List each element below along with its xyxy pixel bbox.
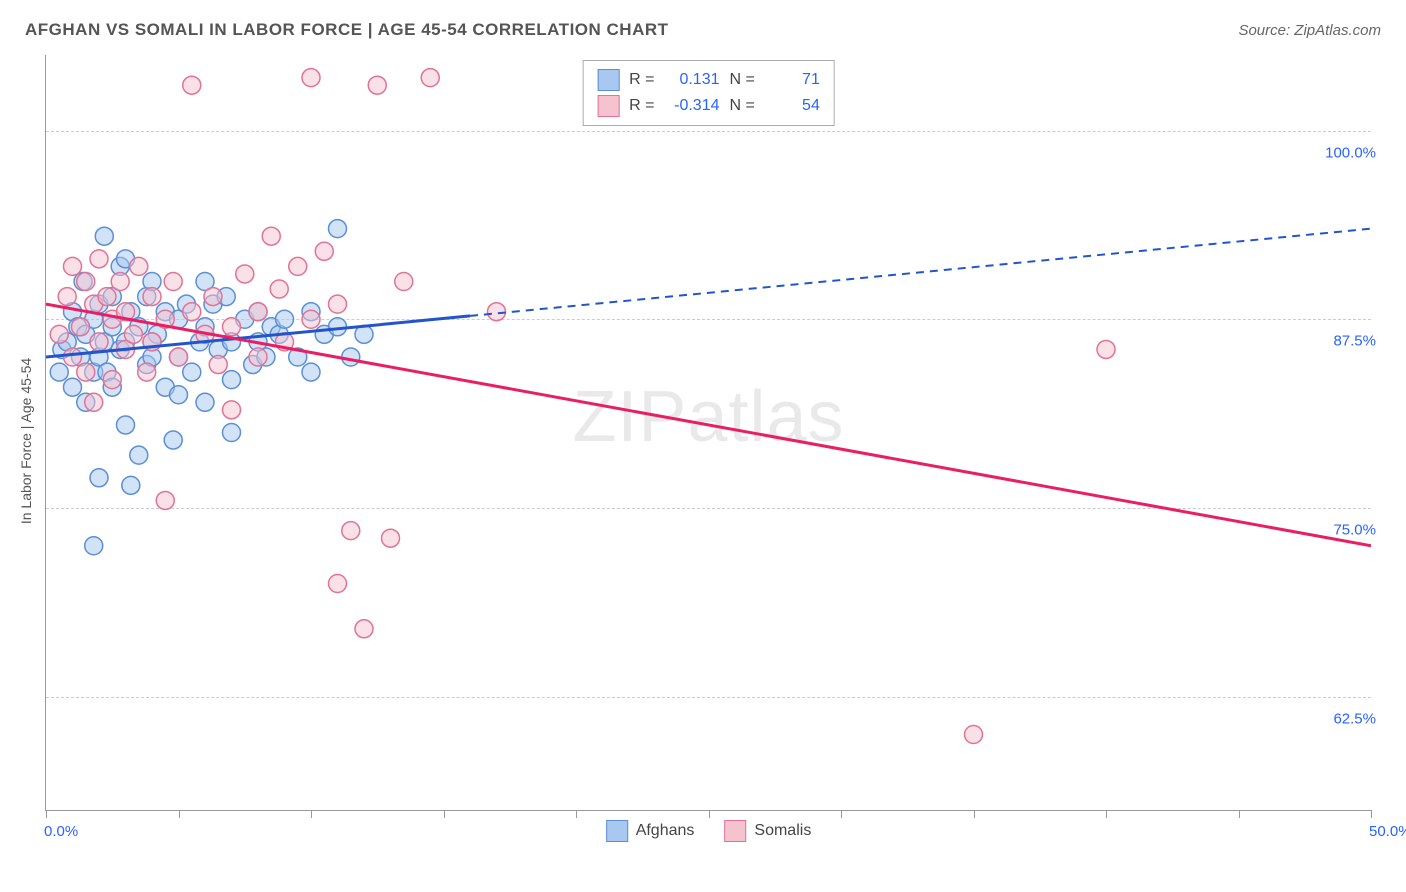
chart-title: AFGHAN VS SOMALI IN LABOR FORCE | AGE 45…	[25, 20, 669, 40]
legend-item-somalis: Somalis	[724, 820, 811, 842]
n-value-afghans: 71	[765, 71, 820, 89]
swatch-somalis-icon	[724, 820, 746, 842]
n-label: N =	[730, 97, 755, 115]
x-tick	[1106, 810, 1107, 818]
legend-item-afghans: Afghans	[606, 820, 695, 842]
r-label: R =	[629, 71, 654, 89]
r-value-afghans: 0.131	[665, 71, 720, 89]
x-tick	[709, 810, 710, 818]
x-tick	[179, 810, 180, 818]
r-value-somalis: -0.314	[665, 97, 720, 115]
y-tick-label: 100.0%	[1325, 144, 1376, 161]
n-label: N =	[730, 71, 755, 89]
scatter-plot-svg	[46, 55, 1371, 810]
n-value-somalis: 54	[765, 97, 820, 115]
chart-plot-area: In Labor Force | Age 45-54 ZIPatlas R = …	[45, 55, 1371, 811]
bottom-legend: Afghans Somalis	[606, 820, 812, 842]
stats-legend-box: R = 0.131 N = 71 R = -0.314 N = 54	[582, 60, 835, 126]
x-tick	[1239, 810, 1240, 818]
swatch-afghans	[597, 69, 619, 91]
r-label: R =	[629, 97, 654, 115]
x-tick	[1371, 810, 1372, 818]
x-tick	[46, 810, 47, 818]
x-tick	[444, 810, 445, 818]
x-tick	[311, 810, 312, 818]
swatch-afghans-icon	[606, 820, 628, 842]
y-tick-label: 62.5%	[1333, 710, 1376, 727]
x-tick	[576, 810, 577, 818]
x-tick	[974, 810, 975, 818]
source-attribution: Source: ZipAtlas.com	[1238, 22, 1381, 39]
stats-row-somalis: R = -0.314 N = 54	[597, 93, 820, 119]
x-tick-label: 0.0%	[44, 823, 78, 840]
y-tick-label: 75.0%	[1333, 522, 1376, 539]
x-tick-label: 50.0%	[1369, 823, 1406, 840]
stats-row-afghans: R = 0.131 N = 71	[597, 67, 820, 93]
legend-label-afghans: Afghans	[636, 822, 695, 840]
legend-label-somalis: Somalis	[754, 822, 811, 840]
swatch-somalis	[597, 95, 619, 117]
y-axis-title: In Labor Force | Age 45-54	[18, 357, 34, 523]
y-tick-label: 87.5%	[1333, 333, 1376, 350]
x-tick	[841, 810, 842, 818]
